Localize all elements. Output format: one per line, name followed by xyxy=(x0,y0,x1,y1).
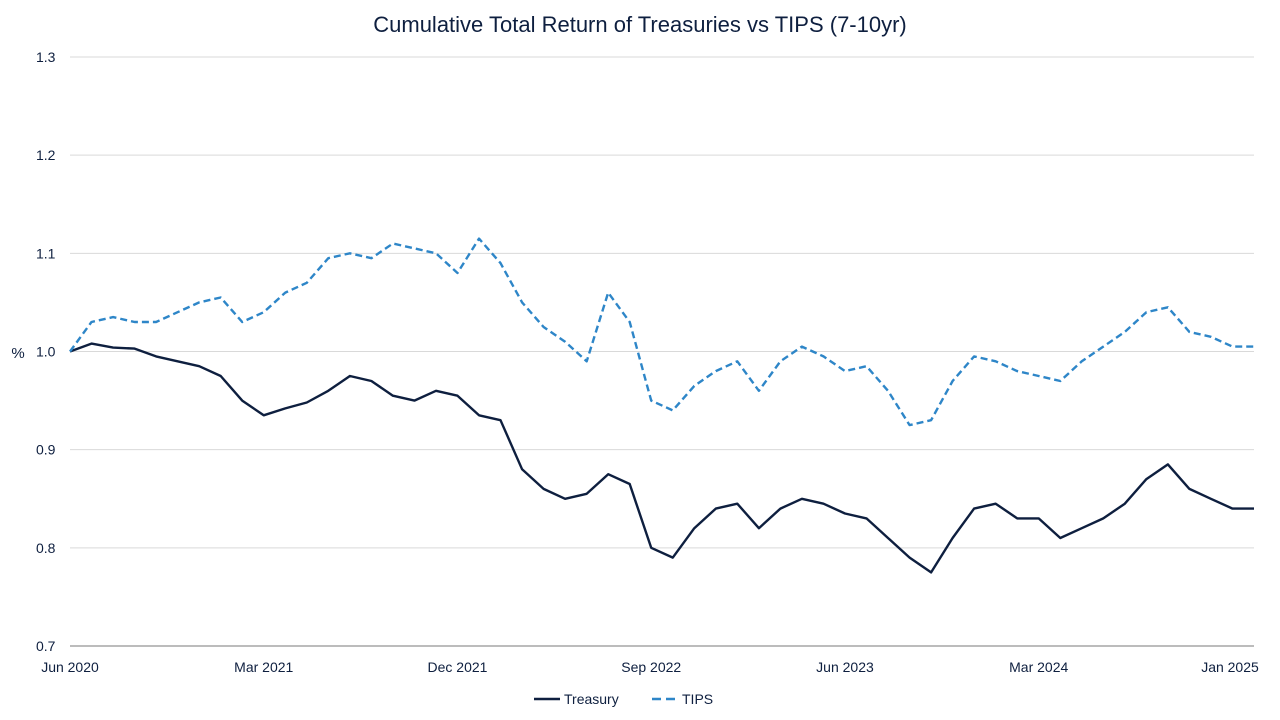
y-tick-label: 1.3 xyxy=(36,49,56,65)
x-tick-label: Sep 2022 xyxy=(621,659,681,675)
x-tick-label: Dec 2021 xyxy=(428,659,488,675)
chart-title: Cumulative Total Return of Treasuries vs… xyxy=(373,12,907,37)
y-tick-label: 1.2 xyxy=(36,147,56,163)
series-line-tips xyxy=(69,237,1254,427)
y-tick-label: 0.7 xyxy=(36,638,56,654)
x-tick-labels: Jun 2020 Mar 2021 Dec 2021 Sep 2022 Jun 2023… xyxy=(41,659,1259,675)
legend-label-treasury: Treasury xyxy=(564,691,619,707)
y-tick-label: 1.0 xyxy=(36,344,56,360)
y-tick-label: 1.1 xyxy=(36,245,56,261)
x-tick-label: Mar 2024 xyxy=(1009,659,1068,675)
x-tick-label: Jun 2023 xyxy=(816,659,874,675)
x-tick-label: Mar 2021 xyxy=(234,659,293,675)
x-tick-label: Jan 2025 xyxy=(1201,659,1259,675)
y-tick-labels: 0.7 0.8 0.9 1.0 1.1 1.2 1.3 xyxy=(36,49,56,654)
y-tick-label: 0.9 xyxy=(36,442,56,458)
legend-label-tips: TIPS xyxy=(682,691,713,707)
gridlines xyxy=(70,56,1254,647)
x-tick-label: Jun 2020 xyxy=(41,659,99,675)
series-lines xyxy=(69,237,1254,574)
legend: Treasury TIPS xyxy=(534,691,713,707)
y-tick-label: 0.8 xyxy=(36,540,56,556)
series-line-treasury xyxy=(69,342,1254,574)
y-axis-label: % xyxy=(11,345,24,362)
